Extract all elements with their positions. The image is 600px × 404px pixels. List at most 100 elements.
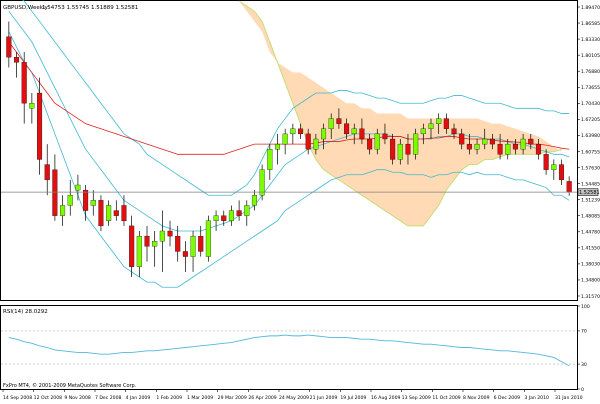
bull-candle [413, 133, 419, 155]
time-tick-label: 9 Nov 2008 [64, 395, 91, 401]
rsi-tick-label: 30 [581, 362, 587, 368]
price-tick-label: 1.57630 [581, 165, 600, 171]
price-tick-label: 1.80105 [581, 53, 600, 59]
bull-candle [428, 123, 434, 129]
bull-candle [228, 210, 234, 221]
bull-candle [90, 200, 96, 206]
bear-candle [129, 225, 135, 267]
candlesticks [6, 21, 572, 277]
bear-candle [390, 138, 396, 160]
bull-candle [313, 138, 319, 150]
bull-candle [67, 195, 73, 206]
time-tick-label: 1 Mar 2009 [187, 395, 213, 401]
bear-candle [512, 143, 518, 150]
bollinger-bands [8, 0, 570, 288]
moving-average [8, 41, 570, 155]
ma-line [8, 41, 570, 155]
time-tick-label: 7 Dec 2008 [95, 395, 122, 401]
bear-candle [443, 118, 449, 129]
rsi-tick-label: 70 [581, 329, 587, 335]
bull-candle [474, 143, 480, 150]
rsi-line [8, 334, 570, 367]
cloud-area [239, 1, 562, 226]
bear-candle [121, 205, 127, 221]
bull-candle [251, 195, 257, 206]
bull-candle [282, 133, 288, 145]
price-tick-label: 1.67205 [581, 117, 600, 123]
bb-upper-line [21, 0, 570, 196]
bull-candle [351, 128, 357, 135]
bear-candle [367, 138, 373, 150]
bear-candle [382, 133, 388, 140]
bear-candle [466, 143, 472, 150]
bear-candle [6, 36, 12, 58]
time-tick-label: 24 May 2009 [279, 395, 309, 401]
bear-candle [543, 154, 549, 170]
time-tick-label: 26 Apr 2009 [248, 395, 276, 401]
bull-candle [274, 143, 281, 150]
rsi-panel: RSI(14) 28.0292 100 70 30 0 FxPro MT4, © 20… [0, 304, 590, 393]
bull-candle [290, 128, 296, 135]
price-tick-label: 1.70430 [581, 101, 600, 107]
bull-candle [29, 103, 35, 109]
time-tick-label: 14 Sep 2008 [3, 395, 32, 401]
last-price-badge [577, 188, 599, 196]
price-tick-label: 1.38030 [581, 262, 600, 268]
rsi-tick-label: 100 [581, 304, 590, 310]
bear-candle [144, 235, 150, 247]
time-tick-label: 31 Jan 2010 [555, 395, 583, 401]
time-tick-label: 21 Jun 2009 [310, 395, 338, 401]
time-tick-label: 16 Aug 2009 [371, 395, 401, 401]
bear-candle [489, 138, 495, 145]
bear-candle [528, 138, 534, 145]
bear-candle [336, 118, 342, 124]
bear-candle [198, 235, 204, 252]
price-tick-label: 1.54485 [581, 181, 600, 187]
bull-candle [213, 215, 219, 221]
bear-candle [83, 189, 89, 211]
price-tick-label: 1.51239 [581, 197, 600, 203]
time-tick-label: 13 Sep 2009 [402, 395, 431, 401]
bull-candle [505, 143, 511, 155]
bear-candle [221, 215, 227, 221]
bear-candle [451, 128, 457, 135]
bear-candle [98, 200, 104, 227]
bear-candle [113, 210, 119, 216]
bear-candle [359, 128, 365, 140]
bull-candle [152, 241, 158, 247]
bull-candle [60, 205, 66, 216]
time-tick-label: 11 Oct 2009 [432, 395, 460, 401]
bb-lower-line [8, 31, 570, 288]
bear-candle [37, 92, 43, 160]
time-axis: 14 Sep 2008 12 Oct 2008 9 Nov 2008 7 Dec 20… [2, 389, 583, 401]
last-price-marker: 1.52581 [577, 188, 600, 196]
bear-candle [13, 57, 20, 63]
price-tick-label: 1.48085 [581, 214, 600, 220]
bear-candle [405, 143, 411, 155]
bull-candle [159, 230, 165, 242]
bear-candle [21, 62, 27, 104]
bull-candle [259, 169, 265, 196]
time-tick-label: 8 Nov 2009 [463, 395, 490, 401]
bear-candle [182, 251, 188, 257]
bull-candle [321, 128, 327, 140]
rsi-label: RSI(14) 28.0292 [3, 309, 48, 315]
rsi-polyline [8, 334, 570, 367]
bear-candle [297, 128, 304, 135]
time-tick-label: 4 Jan 2009 [126, 395, 151, 401]
time-tick-label: 12 Oct 2008 [34, 395, 62, 401]
time-tick-label: 6 Dec 2009 [494, 395, 521, 401]
bull-candle [328, 118, 334, 129]
main-plot-frame [0, 0, 578, 301]
bull-candle [436, 118, 442, 124]
rsi-axis: 100 70 30 0 [577, 304, 590, 393]
price-tick-label: 1.73655 [581, 85, 600, 91]
bull-candle [551, 164, 557, 170]
price-tick-label: 1.31570 [581, 294, 600, 300]
time-tick-label: 19 Jul 2009 [340, 395, 366, 401]
bear-candle [305, 133, 311, 150]
rsi-tick-label: 0 [581, 387, 584, 393]
price-tick-label: 1.41550 [581, 246, 600, 252]
price-axis: 1.89470 1.86585 1.83330 1.80105 1.76880 1.736… [577, 5, 600, 300]
